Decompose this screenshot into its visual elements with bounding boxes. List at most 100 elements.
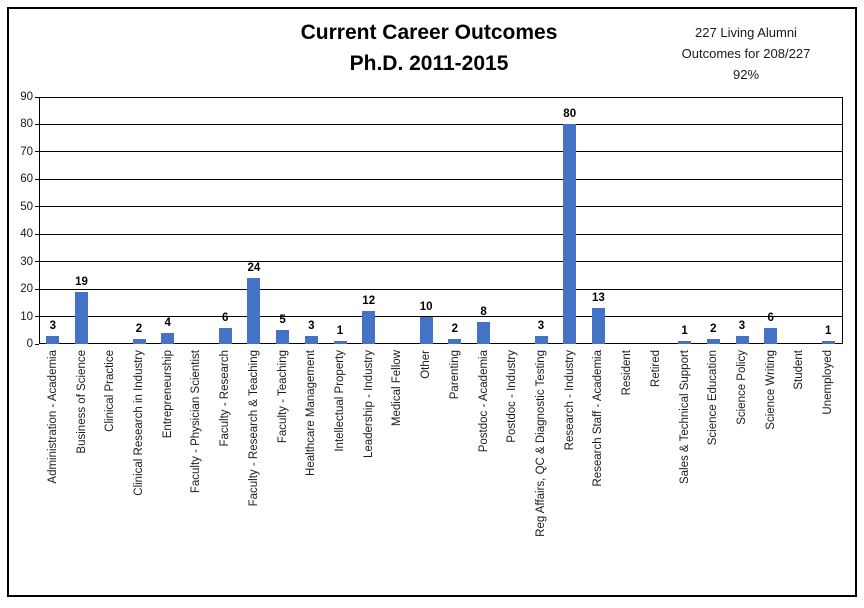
bar-value-label: 1 xyxy=(336,325,344,338)
y-tick-label: 10 xyxy=(20,310,33,323)
x-category-label: Faculty - Research & Teaching xyxy=(247,350,260,507)
y-tick-label: 50 xyxy=(20,200,33,213)
gridline xyxy=(38,178,843,180)
bar xyxy=(46,335,60,344)
bar-value-label: 10 xyxy=(419,300,433,313)
bar-value-label: 12 xyxy=(362,295,376,308)
y-axis-tick xyxy=(34,343,39,345)
gridline xyxy=(38,261,843,263)
bar-value-label: 3 xyxy=(308,319,315,332)
bar-value-label: 2 xyxy=(135,322,143,335)
x-category-label: Administration - Academia xyxy=(46,350,59,484)
y-tick-label: 30 xyxy=(20,255,33,268)
x-category-label: Resident xyxy=(621,350,634,396)
x-category-label: Postdoc - Industry xyxy=(506,350,519,443)
x-category-label: Science Education xyxy=(707,350,720,446)
bar xyxy=(448,338,462,344)
y-tick-label: 20 xyxy=(20,283,33,296)
bar xyxy=(706,338,720,344)
bar xyxy=(75,291,89,344)
y-axis-tick xyxy=(34,206,39,208)
bar xyxy=(161,333,175,344)
x-category-label: Medical Fellow xyxy=(391,350,404,427)
x-category-label: Student xyxy=(793,350,806,390)
bar xyxy=(591,308,605,344)
bar xyxy=(419,316,433,344)
y-tick-label: 90 xyxy=(20,91,33,103)
gridline xyxy=(38,206,843,208)
x-category-label: Intellectual Property xyxy=(334,350,346,452)
bar-value-label: 1 xyxy=(681,325,688,338)
y-axis-tick xyxy=(34,178,39,180)
x-category-label: Faculty - Research xyxy=(219,350,232,447)
x-category-label: Unemployed xyxy=(822,350,835,415)
gridline xyxy=(38,288,843,290)
x-category-label: Healthcare Management xyxy=(305,350,318,476)
x-category-label: Leadership - Industry xyxy=(362,350,375,459)
y-axis-tick xyxy=(34,151,39,153)
y-axis-tick xyxy=(34,316,39,318)
bar xyxy=(132,338,146,344)
bar xyxy=(333,341,347,344)
annotation-line1: 227 Living Alumni xyxy=(695,25,797,40)
chart-title-line1: Current Career Outcomes xyxy=(300,21,558,44)
chart-title: Current Career Outcomes Ph.D. 2011-2015 xyxy=(27,17,831,79)
bar-value-label: 13 xyxy=(592,292,605,305)
x-category-label: Postdoc - Academia xyxy=(477,350,490,453)
gridline xyxy=(38,316,843,318)
y-tick-label: 60 xyxy=(20,173,33,186)
x-category-label: Clinical Practice xyxy=(104,350,117,432)
x-category-label: Research - Industry xyxy=(563,350,576,451)
x-category-label: Clinical Research in Industry xyxy=(133,350,145,496)
bar-value-label: 2 xyxy=(710,322,717,335)
gridline xyxy=(38,233,843,235)
y-tick-label: 0 xyxy=(26,338,33,350)
bar xyxy=(678,341,692,344)
bar xyxy=(821,341,835,344)
x-category-label: Science Writing xyxy=(764,350,777,430)
y-axis-tick xyxy=(34,123,39,125)
bar xyxy=(563,124,577,344)
y-axis-tick xyxy=(34,288,39,290)
bar xyxy=(534,335,548,344)
bar xyxy=(304,335,318,344)
bar xyxy=(276,330,290,344)
bar-value-label: 8 xyxy=(480,306,487,319)
y-axis-tick xyxy=(34,233,39,235)
bar xyxy=(362,311,376,344)
bar-value-label: 2 xyxy=(451,322,459,335)
x-category-label: Faculty - Physician Scientist xyxy=(190,350,203,494)
annotation-line3: 92% xyxy=(732,67,760,82)
bar-value-label: 24 xyxy=(247,262,261,275)
bar xyxy=(477,322,491,344)
y-tick-label: 40 xyxy=(20,228,33,241)
x-category-label: Parenting xyxy=(448,350,461,400)
gridline xyxy=(38,151,843,153)
bar-value-label: 80 xyxy=(563,108,577,121)
x-category-label: Retired xyxy=(649,350,662,388)
x-category-label: Business of Science xyxy=(75,350,88,454)
bar xyxy=(764,327,778,344)
bar-value-label: 6 xyxy=(221,311,229,324)
bar-value-label: 6 xyxy=(767,311,774,324)
bar-value-label: 19 xyxy=(75,275,88,288)
chart-annotation: 227 Living Alumni Outcomes for 208/227 9… xyxy=(646,22,846,85)
bar-value-label: 4 xyxy=(164,317,171,330)
x-category-label: Other xyxy=(420,350,433,379)
y-axis-tick xyxy=(34,96,39,98)
bar-value-label: 5 xyxy=(279,314,286,327)
chart-title-line2: Ph.D. 2011-2015 xyxy=(349,52,509,75)
gridline xyxy=(38,123,843,125)
bar-value-label: 3 xyxy=(49,319,57,332)
bar xyxy=(218,327,232,344)
bar xyxy=(735,335,749,344)
x-category-label: Reg Affairs, QC & Diagnostic Testing xyxy=(535,350,547,537)
x-category-label: Faculty - Teaching xyxy=(276,350,289,444)
y-axis-tick xyxy=(34,261,39,263)
bar xyxy=(247,278,261,344)
x-category-label: Sales & Technical Support xyxy=(678,350,691,485)
annotation-line2: Outcomes for 208/227 xyxy=(681,46,811,61)
bar-value-label: 3 xyxy=(738,319,746,332)
x-category-label: Research Staff - Academia xyxy=(592,350,605,487)
